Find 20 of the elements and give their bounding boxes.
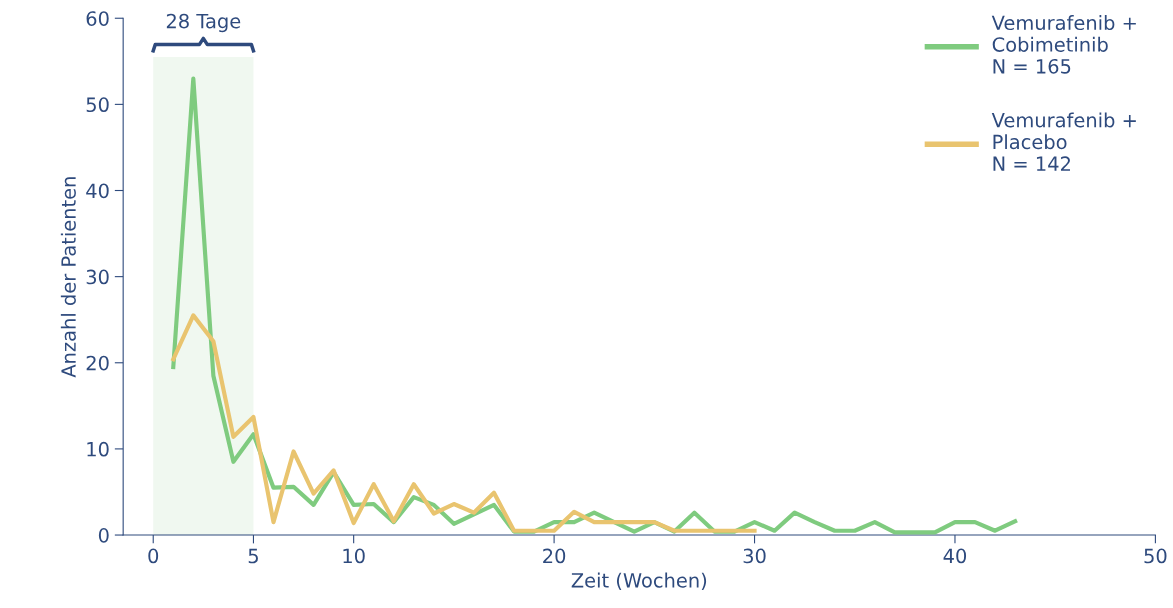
y-tick-label: 30 xyxy=(86,269,109,285)
y-axis-title: Anzahl der Patienten xyxy=(60,177,76,378)
legend-label: Vemurafenib + Placebo N = 142 xyxy=(991,112,1136,171)
x-tick-label: 0 xyxy=(148,548,159,564)
band-label: 28 Tage xyxy=(166,13,241,33)
y-tick-label: 50 xyxy=(86,97,109,113)
y-tick-label: 20 xyxy=(86,355,109,371)
y-tick-label: 10 xyxy=(87,441,109,457)
legend-label: Vemurafenib + Cobimetinib N = 165 xyxy=(991,15,1136,74)
x-tick-label: 50 xyxy=(1144,548,1167,564)
y-tick-label: 0 xyxy=(98,528,109,543)
line-series xyxy=(171,313,757,533)
x-tick-label: 20 xyxy=(543,548,566,564)
x-tick-label: 5 xyxy=(248,548,258,564)
x-tick-label: 30 xyxy=(743,548,766,564)
y-tick-label: 40 xyxy=(86,183,109,199)
x-axis-title: Zeit (Wochen) xyxy=(571,572,707,590)
x-tick-label: 40 xyxy=(943,548,967,564)
x-tick-label: 10 xyxy=(343,548,365,564)
y-tick-label: 60 xyxy=(86,11,109,26)
